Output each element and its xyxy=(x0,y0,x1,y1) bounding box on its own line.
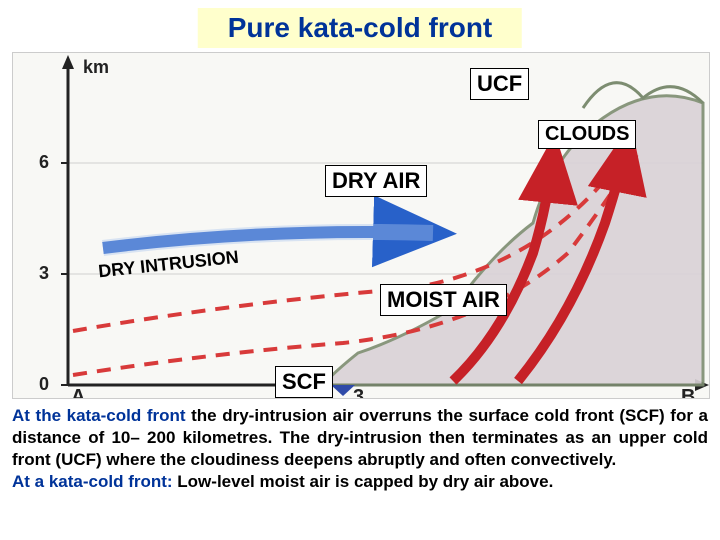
x-left: A xyxy=(71,386,85,398)
p2-rest: Low-level moist air is capped by dry air… xyxy=(173,472,554,491)
label-clouds: CLOUDS xyxy=(538,120,636,149)
x-tick: 3 xyxy=(353,386,364,398)
diagram-svg: 0 3 6 km A 3 B xyxy=(13,53,709,398)
x-right: B xyxy=(681,386,695,398)
ytick-3: 3 xyxy=(39,263,49,283)
y-unit: km xyxy=(83,57,109,77)
label-scf: SCF xyxy=(275,366,333,398)
explanatory-text: At the kata-cold front the dry-intrusion… xyxy=(12,405,708,493)
p1-lead: At the kata-cold front xyxy=(12,406,191,425)
label-moist-air: MOIST AIR xyxy=(380,284,507,316)
cold-front-diagram: 0 3 6 km A 3 B xyxy=(12,52,710,399)
ytick-6: 6 xyxy=(39,152,49,172)
label-dry-air: DRY AIR xyxy=(325,165,427,197)
ytick-0: 0 xyxy=(39,374,49,394)
page-title: Pure kata-cold front xyxy=(198,8,522,48)
p2-lead: At a kata-cold front: xyxy=(12,472,173,491)
label-ucf: UCF xyxy=(470,68,529,100)
